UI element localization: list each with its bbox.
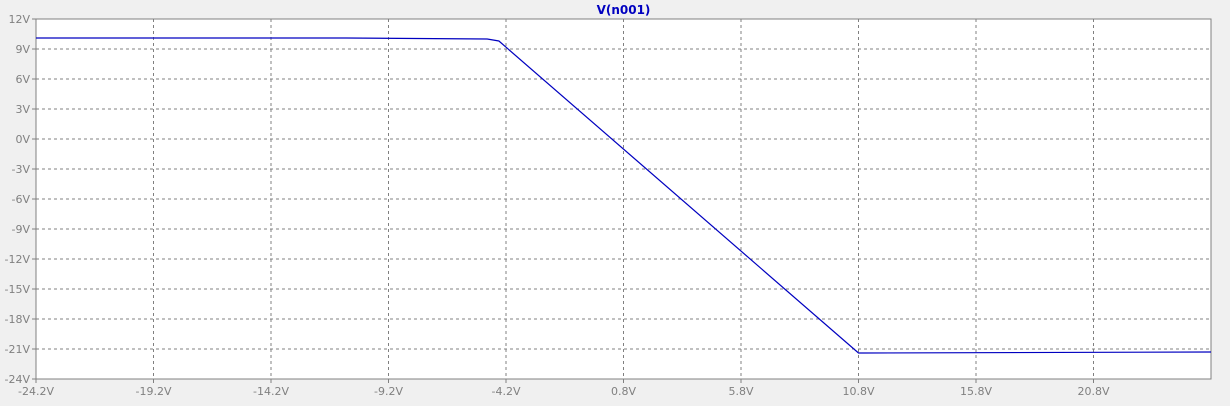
y-tick-label: -21V <box>5 343 31 356</box>
series-layer <box>36 37 1212 354</box>
x-tick-label: 0.8V <box>611 385 636 398</box>
y-tick-label: -24V <box>5 373 31 386</box>
y-tick-label: -12V <box>5 253 31 266</box>
y-tick-label: 6V <box>15 73 30 86</box>
y-tick-label: -9V <box>12 223 31 236</box>
y-tick-label: -3V <box>12 163 31 176</box>
x-axis: -24.2V -19.2V -14.2V -9.2V -4.2V 0.8V 5.8V 10.8… <box>18 379 1110 398</box>
y-tick-label: 12V <box>8 13 30 26</box>
y-tick-label: 9V <box>15 43 30 56</box>
x-tick-label: -14.2V <box>253 385 289 398</box>
x-tick-label: 5.8V <box>728 385 753 398</box>
x-tick-label: 20.8V <box>1077 385 1109 398</box>
y-tick-label: 3V <box>15 103 30 116</box>
x-tick-label: 15.8V <box>960 385 992 398</box>
y-tick-label: 0V <box>15 133 30 146</box>
chart-title: V(n001) <box>597 3 651 17</box>
grid <box>36 19 1211 379</box>
y-tick-label: -18V <box>5 313 31 326</box>
x-tick-label: -19.2V <box>136 385 172 398</box>
x-tick-label: -9.2V <box>374 385 403 398</box>
x-tick-label: -4.2V <box>492 385 521 398</box>
y-tick-label: -6V <box>12 193 31 206</box>
y-tick-label: -15V <box>5 283 31 296</box>
x-tick-label: 10.8V <box>842 385 874 398</box>
x-tick-label: -24.2V <box>18 385 54 398</box>
series-line <box>36 37 1212 354</box>
y-axis: 12V 9V 6V 3V 0V -3V -6V -9V -12V -15V -18V -21V -24V <box>5 13 36 386</box>
